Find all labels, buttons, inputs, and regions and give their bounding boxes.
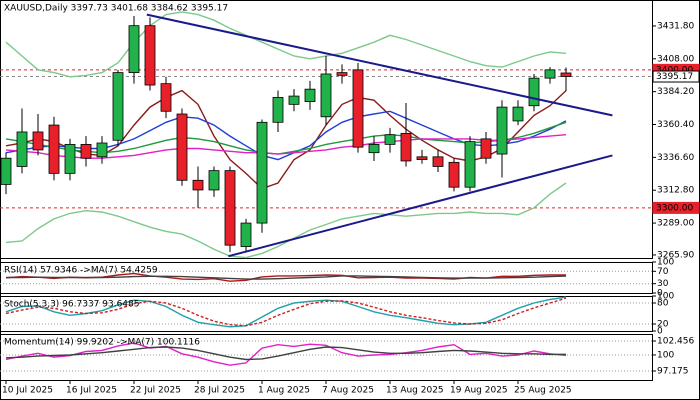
candle-body <box>560 72 572 77</box>
indicator-line <box>5 134 567 159</box>
indicator-line <box>5 182 567 259</box>
candle-body <box>432 156 444 167</box>
level-label: 3300.00 <box>656 203 693 213</box>
candle-body <box>144 25 156 86</box>
indicator-line <box>5 11 567 78</box>
candle-body <box>496 106 508 155</box>
x-tick-label: 13 Aug 2025 <box>386 386 444 396</box>
candle-body <box>352 69 364 148</box>
x-tick-label: 19 Aug 2025 <box>450 386 508 396</box>
y-tick-label: 3265.90 <box>657 250 694 260</box>
candle-body <box>480 138 492 159</box>
candle-body <box>96 142 108 158</box>
panel-title: Momentum(14) 99.9202 ->MA(7) 100.1116 <box>4 338 200 348</box>
candle-body <box>0 157 12 185</box>
x-tick-label: 28 Jul 2025 <box>194 386 245 396</box>
y-tick-label: 100 <box>657 258 674 268</box>
panel-frame <box>0 296 653 332</box>
x-tick-label: 1 Aug 2025 <box>258 386 310 396</box>
y-tick-label: 3431.80 <box>657 21 694 31</box>
panel-frame <box>0 262 653 294</box>
y-tick-label: 100 <box>657 292 674 302</box>
candle-body <box>192 179 204 191</box>
candle-body <box>32 131 44 151</box>
candle-body <box>48 124 60 174</box>
y-tick-label: 70 <box>657 267 669 277</box>
indicator-line <box>5 342 567 366</box>
plot-area <box>0 340 652 372</box>
indicator-line <box>5 346 567 361</box>
panel-frame <box>0 0 653 259</box>
candle-body <box>528 77 540 107</box>
y-tick-label: 100 <box>657 350 674 360</box>
plot-area <box>0 270 652 285</box>
candle-body <box>304 88 316 102</box>
y-tick-label: 3312.80 <box>657 186 694 196</box>
y-tick-label: 0 <box>657 289 663 299</box>
candle-body <box>128 25 140 74</box>
x-tick-label: 10 Jul 2025 <box>2 386 53 396</box>
x-tick-label: 25 Aug 2025 <box>514 386 572 396</box>
panel-title: Stoch(5,3,3) 96.7337 93.6485 <box>4 300 139 310</box>
candle-body <box>112 72 124 141</box>
y-tick-label: 3360.40 <box>657 120 694 130</box>
y-tick-label: 80 <box>657 299 669 309</box>
y-tick-label: 97.175 <box>657 366 689 376</box>
candle-body <box>240 222 252 247</box>
level-label: 3395.17 <box>656 72 693 82</box>
candle-body <box>64 143 76 174</box>
plot-area <box>0 11 652 259</box>
candle-body <box>80 143 92 159</box>
candle-body <box>512 106 524 122</box>
candle-body <box>336 72 348 76</box>
candle-body <box>224 170 236 246</box>
panel-title: RSI(14) 57.9346 ->MA(7) 54.4259 <box>4 266 158 276</box>
level-box <box>652 201 700 214</box>
level-box <box>652 70 700 83</box>
indicator-line <box>6 275 567 280</box>
level-label: 3400.00 <box>656 65 693 75</box>
candle-body <box>544 69 556 79</box>
candle-body <box>208 170 220 191</box>
x-tick-label: 22 Jul 2025 <box>130 386 181 396</box>
candle-body <box>320 73 332 118</box>
y-tick-label: 3384.20 <box>657 87 694 97</box>
y-tick-label: 0 <box>657 327 663 337</box>
y-tick-label: 30 <box>657 279 669 289</box>
candle-body <box>288 95 300 105</box>
plot-area <box>0 296 652 328</box>
candle-body <box>400 132 412 162</box>
indicator-line <box>5 296 567 328</box>
candle-body <box>16 131 28 167</box>
x-tick-label: 7 Aug 2025 <box>322 386 374 396</box>
candle-body <box>256 121 268 224</box>
candle-body <box>176 113 188 181</box>
x-tick-label: 16 Jul 2025 <box>66 386 117 396</box>
candle-body <box>160 83 172 112</box>
candle-body <box>448 161 460 188</box>
candle-body <box>272 97 284 123</box>
candle-body <box>416 156 428 160</box>
trendline <box>228 154 613 258</box>
y-tick-label: 3408.00 <box>657 54 694 64</box>
candle-body <box>464 141 476 188</box>
candle-body <box>384 134 396 145</box>
y-tick-label: 3336.60 <box>657 153 694 163</box>
candle-body <box>368 143 380 154</box>
y-tick-label: 3289.00 <box>657 219 694 229</box>
y-tick-label: 20 <box>657 320 669 330</box>
panel-title: XAUUSD,Daily 3397.73 3401.68 3384.62 339… <box>4 4 228 14</box>
trendline <box>146 13 613 117</box>
y-tick-label: 102.456 <box>657 337 694 347</box>
